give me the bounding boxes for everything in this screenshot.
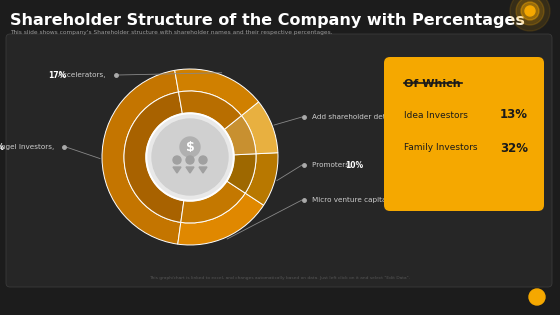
Wedge shape [181,181,245,223]
Text: This slide shows company's Shareholder structure with shareholder names and thei: This slide shows company's Shareholder s… [10,30,333,35]
Circle shape [516,0,544,25]
Text: 32%: 32% [500,141,528,154]
Text: Add shareholder details here,: Add shareholder details here, [312,114,421,120]
Polygon shape [186,167,194,173]
Circle shape [521,2,539,20]
Wedge shape [179,91,241,129]
Text: Micro venture capitalist,: Micro venture capitalist, [312,197,402,203]
Text: Of Which: Of Which [404,79,461,89]
FancyBboxPatch shape [384,57,544,211]
Circle shape [529,289,545,305]
Text: 18%: 18% [390,196,408,204]
Text: This graph/chart is linked to excel, and changes automatically based on data. Ju: This graph/chart is linked to excel, and… [150,276,410,280]
FancyBboxPatch shape [6,34,552,287]
Circle shape [186,156,194,164]
Wedge shape [227,154,256,193]
Polygon shape [173,167,181,173]
Circle shape [173,156,181,164]
Wedge shape [124,92,184,222]
Text: 45%: 45% [0,142,5,152]
Text: Promoters,: Promoters, [312,162,353,168]
Circle shape [510,0,550,31]
Text: Family Investors: Family Investors [404,144,478,152]
Circle shape [180,137,200,157]
Circle shape [199,156,207,164]
Text: $: $ [185,140,194,153]
Wedge shape [178,193,264,245]
Wedge shape [245,153,278,205]
Polygon shape [199,167,207,173]
Text: 17%: 17% [48,71,66,79]
Circle shape [152,119,228,195]
Text: Shareholder Structure of the Company with Percentages: Shareholder Structure of the Company wit… [10,13,525,28]
Wedge shape [175,69,259,116]
Circle shape [148,115,232,199]
Circle shape [146,113,234,201]
Text: Angel Investors,: Angel Investors, [0,144,56,150]
Text: Idea Investors: Idea Investors [404,111,468,119]
Wedge shape [102,70,181,244]
Text: Accelerators,: Accelerators, [58,72,108,78]
Text: 10%: 10% [345,161,363,169]
Text: 10%: 10% [402,112,420,122]
Circle shape [525,6,535,16]
Wedge shape [225,116,256,155]
Wedge shape [241,102,278,154]
Text: 13%: 13% [500,108,528,122]
